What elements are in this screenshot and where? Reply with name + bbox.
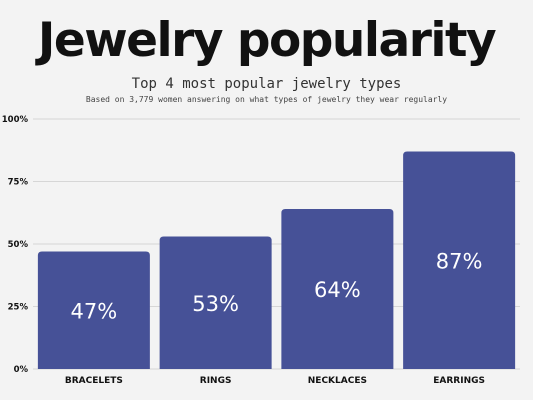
x-tick-label: EARRINGS (433, 376, 485, 386)
bars: 47% 53% 64% 87% (37, 151, 516, 369)
chart-title: Jewelry popularity (37, 13, 497, 68)
y-tick-label: 100% (2, 115, 29, 125)
y-axis-ticks: 0% 25% 50% 75% 100% (2, 115, 29, 375)
x-axis-ticks: BRACELETS RINGS NECKLACES EARRINGS (65, 376, 485, 386)
x-tick-label: NECKLACES (308, 376, 367, 386)
y-tick-label: 25% (8, 303, 29, 313)
bar-value-label: 64% (314, 278, 361, 302)
bar-earrings (403, 151, 516, 369)
y-tick-label: 0% (14, 365, 29, 375)
bar-necklaces (281, 209, 394, 369)
bar-bracelets (37, 251, 150, 369)
bar-value-label: 47% (71, 299, 118, 323)
bar-value-label: 87% (436, 249, 483, 273)
y-tick-label: 75% (8, 178, 29, 188)
x-tick-label: RINGS (200, 376, 232, 386)
x-tick-label: BRACELETS (65, 376, 123, 386)
y-tick-label: 50% (8, 240, 29, 250)
chart-subtitle: Top 4 most popular jewelry types (131, 76, 402, 92)
chart-note: Based on 3,779 women answering on what t… (85, 95, 448, 104)
bar-rings (159, 236, 272, 369)
bar-value-label: 53% (192, 292, 239, 316)
